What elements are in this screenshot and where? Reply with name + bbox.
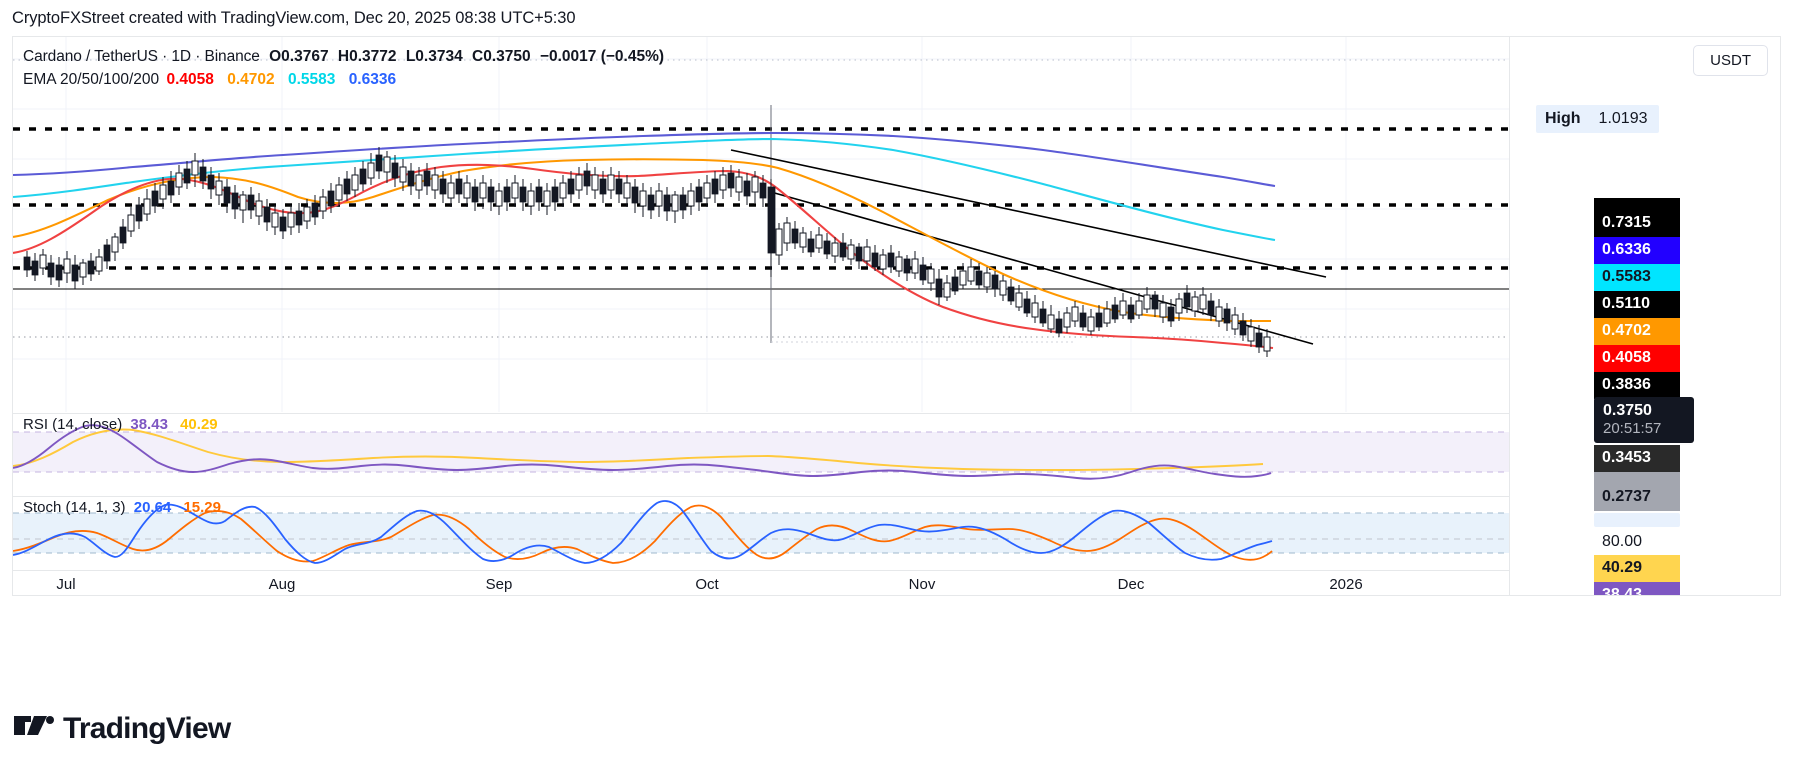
rsi-value: 38.43: [130, 416, 168, 433]
price-tag-clipped[interactable]: [1594, 198, 1680, 210]
price-tag-0-3453[interactable]: 0.3453: [1594, 445, 1680, 472]
rsi-ma-value: 40.29: [180, 416, 218, 433]
price-tag-clipped-low[interactable]: [1594, 472, 1680, 484]
time-label-nov: Nov: [908, 576, 936, 593]
time-label-aug: Aug: [268, 576, 296, 593]
rsi-ma-tag[interactable]: 40.29: [1594, 555, 1680, 582]
stoch-d-value: 15.29: [183, 499, 221, 516]
stoch-title-label: Stoch (14, 1, 3): [23, 499, 126, 516]
price-tag-0-5110[interactable]: 0.5110: [1594, 291, 1680, 318]
price-tag-0-7315[interactable]: 0.7315: [1594, 210, 1680, 237]
quote-currency-badge[interactable]: USDT: [1693, 45, 1768, 76]
stoch-band-fill: [13, 513, 1509, 553]
ema50-value: 0.4702: [227, 71, 275, 88]
bar-countdown: 20:51:57: [1603, 420, 1662, 437]
rsi-chart-svg: [13, 424, 1509, 480]
high-label: High: [1545, 110, 1581, 127]
rsi-pane-title: RSI (14, close) 38.43 40.29: [23, 416, 226, 433]
ema200-line: [13, 131, 1276, 188]
price-tag-ema200[interactable]: 0.6336: [1594, 237, 1680, 264]
rsi-ma-line: [13, 428, 1264, 471]
candlestick-series: [23, 147, 1271, 357]
rsi-title-label: RSI (14, close): [23, 416, 123, 433]
high-value: 1.0193: [1598, 110, 1648, 127]
chart-frame: Cardano / TetherUS · 1D · Binance O0.376…: [12, 36, 1781, 596]
price-tag-ema20[interactable]: 0.4058: [1594, 345, 1680, 372]
current-price-value: 0.3750: [1603, 402, 1652, 419]
symbol-legend-row: Cardano / TetherUS · 1D · Binance O0.376…: [23, 45, 664, 68]
ohlc-low: L0.3734: [405, 48, 463, 65]
price-tag-0-2737[interactable]: 0.2737: [1594, 484, 1680, 511]
stoch-k-line: [13, 500, 1273, 564]
channel-upper-trendline: [730, 149, 1327, 278]
time-label-oct: Oct: [695, 576, 719, 593]
ema100-line: [13, 137, 1276, 242]
price-tag-0-3836[interactable]: 0.3836: [1594, 372, 1680, 399]
price-tag-ema100[interactable]: 0.5583: [1594, 264, 1680, 291]
channel-lower-trendline: [770, 191, 1314, 345]
ema-legend-row: EMA 20/50/100/200 0.4058 0.4702 0.5583 0…: [23, 68, 664, 91]
stoch-k-value: 20.64: [133, 499, 172, 516]
ema200-value: 0.6336: [348, 71, 397, 88]
price-pane: [13, 37, 1509, 412]
ema20-value: 0.4058: [166, 71, 214, 88]
chart-legend: Cardano / TetherUS · 1D · Binance O0.376…: [23, 45, 664, 91]
ohlc-change: −0.0017 (−0.45%): [539, 48, 665, 65]
time-label-2026: 2026: [1329, 576, 1363, 593]
price-scale[interactable]: High 1.0193 0.7315 0.6336 0.5583 0.5110 …: [1509, 37, 1780, 595]
time-label-sep: Sep: [485, 576, 513, 593]
rsi-line: [13, 424, 1272, 480]
stoch-pane: Stoch (14, 1, 3) 20.64 15.29: [13, 496, 1509, 569]
ohlc-high: H0.3772: [337, 48, 397, 65]
price-tag-clipped-bottom[interactable]: [1594, 513, 1680, 527]
tradingview-mark-icon: [14, 716, 54, 735]
ohlc-close: C0.3750: [472, 48, 531, 65]
rsi-scale-top: 80.00: [1602, 533, 1643, 550]
current-price-tag[interactable]: 0.3750 20:51:57: [1594, 397, 1694, 443]
time-axis[interactable]: Jul Aug Sep Oct Nov Dec 2026: [13, 570, 1509, 595]
ema100-value: 0.5583: [287, 71, 336, 88]
time-label-jul: Jul: [56, 576, 76, 593]
price-chart-svg: [13, 37, 1509, 412]
stoch-d-line: [13, 504, 1273, 564]
plot-area: RSI (14, close) 38.43 40.29 Stoch (14, 1…: [13, 37, 1780, 595]
price-vgridlines: [65, 37, 1347, 412]
stoch-pane-title: Stoch (14, 1, 3) 20.64 15.29: [23, 499, 229, 516]
ohlc-open: O0.3767: [269, 48, 329, 65]
rsi-band-fill: [13, 432, 1509, 472]
stoch-chart-svg: [13, 500, 1509, 564]
high-marker: High 1.0193: [1536, 105, 1660, 133]
tradingview-wordmark: TradingView: [63, 712, 231, 745]
tradingview-logo[interactable]: TradingView: [14, 712, 231, 746]
rsi-pane: RSI (14, close) 38.43 40.29: [13, 413, 1509, 495]
price-tag-ema50[interactable]: 0.4702: [1594, 318, 1680, 345]
attribution-text: CryptoFXStreet created with TradingView.…: [12, 9, 576, 27]
ema-legend-label: EMA 20/50/100/200: [23, 71, 160, 88]
time-label-dec: Dec: [1117, 576, 1145, 593]
rsi-value-tag[interactable]: 38.43: [1594, 582, 1680, 595]
symbol-title: Cardano / TetherUS · 1D · Binance: [23, 48, 260, 65]
